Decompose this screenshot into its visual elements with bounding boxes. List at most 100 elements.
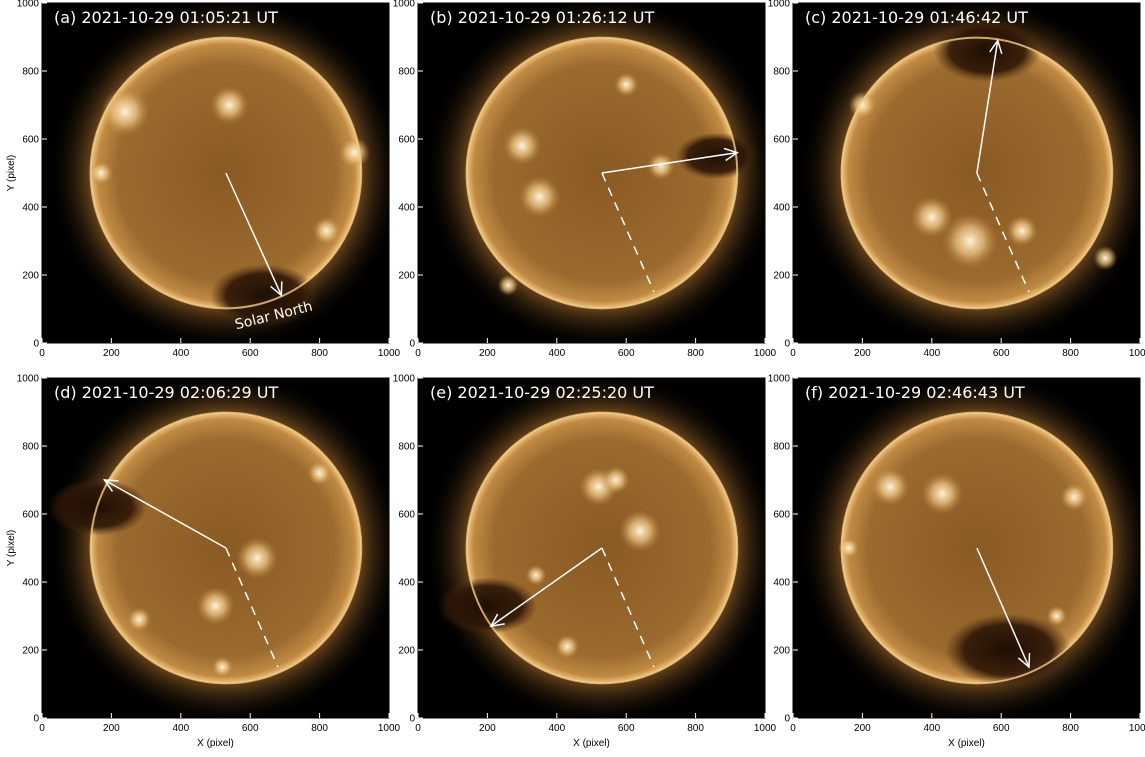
active-region [619,510,661,552]
active-region [503,126,542,165]
y-tick-label: 0 [33,714,39,725]
x-tick-label: 400 [548,348,565,359]
north-arrow [225,172,283,296]
coronal-hole [209,264,319,327]
active-region [910,196,953,239]
x-tick-label: 200 [103,348,120,359]
y-tick-label: 400 [773,203,790,214]
arrowhead [102,479,119,492]
x-tick-label: 1000 [378,348,401,359]
x-axis-label: X (pixel) [573,738,610,749]
y-tick-label: 200 [773,271,790,282]
x-tick-label: 1000 [754,348,777,359]
y-tick-label: 0 [784,339,790,350]
active-region [212,656,233,678]
active-region [601,466,630,494]
x-tick-label: 600 [618,723,635,734]
panel-c: (c) 2021-10-29 01:46:42 UT 00 200 200 400 400… [768,0,1145,359]
axes-frame [41,377,390,719]
panel-b: (b) 2021-10-29 01:26:12 UT 00 200 200 400 400… [393,0,777,359]
y-tick-label: 0 [784,714,790,725]
y-tick-label: 400 [773,578,790,589]
x-tick-label: 800 [1062,723,1079,734]
x-tick-label: 800 [311,348,328,359]
active-region [555,634,580,659]
y-tick-label: 400 [22,203,39,214]
y-tick-label: 800 [773,442,790,453]
y-tick-label: 0 [409,714,415,725]
active-region [88,160,114,186]
y-tick-label: 800 [773,67,790,78]
y-tick-label: 1000 [768,374,791,385]
x-tick-label: 600 [618,348,635,359]
active-region [127,607,152,632]
panel-title: (b) 2021-10-29 01:26:12 UT [430,8,654,27]
axes-frame [417,377,766,719]
x-tick-label: 0 [415,348,421,359]
x-tick-label: 400 [548,723,565,734]
x-tick-label: 600 [242,348,259,359]
panel-a: Solar North(a) 2021-10-29 01:05:21 UT 00 2… [6,0,401,359]
y-tick-label: 800 [22,67,39,78]
active-region [196,586,235,625]
y-tick-label: 600 [398,135,415,146]
solar-image: Solar North [42,3,389,343]
reference-dashed-line [601,172,655,293]
panel-e: (e) 2021-10-29 02:25:20 UT 00 200 200 400 400… [393,374,777,750]
solar-limb [840,36,1114,310]
arrowhead [489,613,505,628]
y-tick-label: 400 [22,578,39,589]
arrowhead [989,38,1003,55]
y-tick-label: 200 [773,646,790,657]
y-tick-label: 0 [409,339,415,350]
panel-title: (e) 2021-10-29 02:25:20 UT [430,383,654,402]
x-tick-label: 1000 [378,723,401,734]
x-tick-label: 200 [479,723,496,734]
y-tick-label: 600 [773,135,790,146]
x-tick-label: 200 [854,723,871,734]
x-tick-label: 200 [479,348,496,359]
active-region [921,472,964,515]
y-tick-label: 400 [398,203,415,214]
x-tick-label: 400 [172,348,189,359]
x-axis-label: X (pixel) [197,738,234,749]
y-tick-label: 600 [398,510,415,521]
active-region [1060,483,1088,511]
x-tick-label: 800 [1062,348,1079,359]
y-tick-label: 1000 [768,0,791,10]
y-tick-label: 800 [398,442,415,453]
x-tick-label: 1000 [1129,723,1145,734]
coronal-hole [933,19,1042,82]
active-region [647,152,675,181]
y-tick-label: 600 [773,510,790,521]
y-tick-label: 1000 [17,0,40,10]
active-region [942,213,998,269]
active-region [1093,245,1118,271]
active-region [525,564,547,586]
solar-limb [840,411,1114,685]
x-tick-label: 1000 [754,723,777,734]
arrowhead [723,147,739,162]
active-region [838,537,859,559]
x-tick-label: 0 [415,723,421,734]
solar-limb [89,411,363,685]
y-tick-label: 1000 [17,374,40,385]
x-tick-label: 600 [242,723,259,734]
x-tick-label: 0 [39,723,45,734]
x-tick-label: 0 [790,348,796,359]
active-region [497,274,519,296]
solar-image [418,378,765,718]
y-tick-label: 200 [22,271,39,282]
north-arrow [976,547,1030,668]
active-region [871,467,910,506]
panel-title: (c) 2021-10-29 01:46:42 UT [805,8,1028,27]
y-tick-label: 200 [22,646,39,657]
x-tick-label: 400 [923,348,940,359]
active-region [100,87,150,137]
reference-dashed-line [225,547,279,668]
x-tick-label: 600 [993,348,1010,359]
x-tick-label: 800 [311,723,328,734]
axes-frame [792,2,1141,344]
active-region [338,136,370,169]
